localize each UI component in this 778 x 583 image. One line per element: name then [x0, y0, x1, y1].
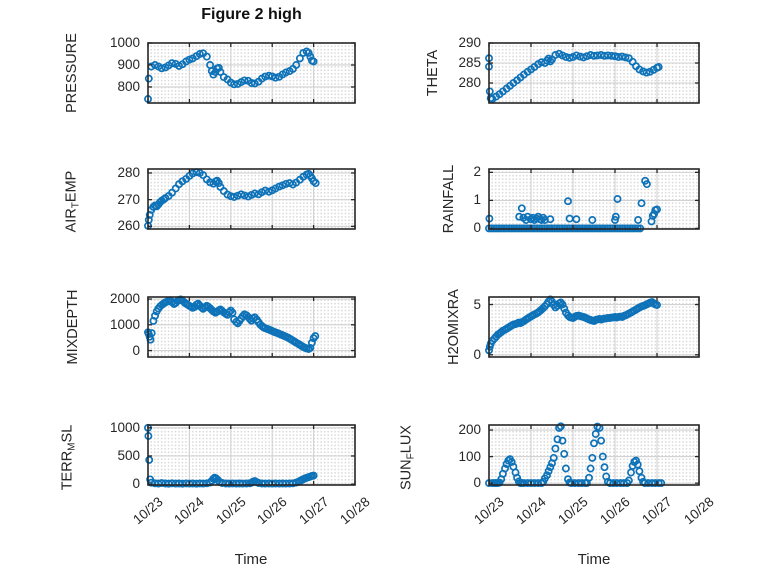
subplot-terr-msl-ytick: 500: [117, 447, 140, 463]
subplot-pressure-ytick: 900: [117, 56, 140, 72]
subplot-pressure-canvas: [144, 42, 356, 104]
subplot-theta-ytick: 280: [458, 75, 481, 90]
subplot-terr-msl-ytick: 1000: [109, 419, 140, 435]
x-axis-label-left: Time: [234, 551, 268, 568]
subplot-sun-flux-canvas: [485, 422, 700, 488]
subplot-terr-msl-ytick: 0: [132, 476, 140, 492]
subplot-sun-flux-ytick: 100: [458, 448, 481, 464]
figure-title: Figure 2 high: [201, 6, 302, 23]
subplot-rainfall: [489, 169, 699, 229]
subplot-sun-flux-ylabel: SUNFLUX: [398, 425, 417, 490]
subplot-mixdepth-ytick: 1000: [109, 316, 140, 332]
subplot-pressure-markers: [144, 47, 318, 103]
subplot-terr-msl-ylabel: TERRMSL: [59, 424, 78, 491]
subplot-mixdepth-ytick: 0: [132, 342, 140, 358]
subplot-rainfall-ytick: 1: [473, 192, 481, 208]
subplot-mixdepth: [148, 297, 355, 357]
subplot-rainfall-ytick: 2: [473, 164, 481, 180]
subplot-sun-flux-ytick: 0: [473, 475, 481, 491]
subplot-sun-flux-markers: [485, 422, 666, 488]
subplot-h2omixra-ytick: 5: [473, 296, 481, 312]
subplot-air-temp-ytick: 270: [117, 191, 140, 207]
subplot-mixdepth-canvas: [144, 295, 356, 358]
subplot-air-temp-ytick: 260: [117, 218, 140, 234]
subplot-air-temp-markers: [144, 168, 320, 230]
subplot-rainfall-ytick: 0: [473, 220, 481, 236]
subplot-sun-flux-ytick: 200: [458, 422, 481, 438]
subplot-rainfall-canvas: [485, 168, 700, 233]
subplot-theta-markers: [485, 49, 663, 103]
subplot-mixdepth-ytick: 2000: [109, 291, 140, 307]
subplot-terr-msl-canvas: [144, 423, 356, 488]
subplot-theta-ytick: 290: [458, 35, 481, 50]
subplot-mixdepth-markers: [144, 295, 320, 353]
subplot-theta-canvas: [485, 42, 700, 104]
subplot-pressure: [148, 43, 355, 103]
x-axis-label-right: Time: [577, 551, 611, 568]
subplot-h2omixra-ytick: 0: [473, 346, 481, 362]
subplot-h2omixra-ylabel: H2OMIXRA: [446, 289, 462, 365]
subplot-terr-msl: [148, 425, 355, 485]
subplot-h2omixra: [489, 297, 699, 357]
subplot-h2omixra-canvas: [485, 295, 700, 358]
subplot-theta-ytick: 285: [458, 55, 481, 70]
subplot-pressure-ytick: 1000: [109, 35, 140, 50]
subplot-air-temp-canvas: [144, 168, 356, 230]
subplot-air-temp-ytick: 280: [117, 165, 140, 180]
subplot-pressure-ytick: 800: [117, 78, 140, 94]
